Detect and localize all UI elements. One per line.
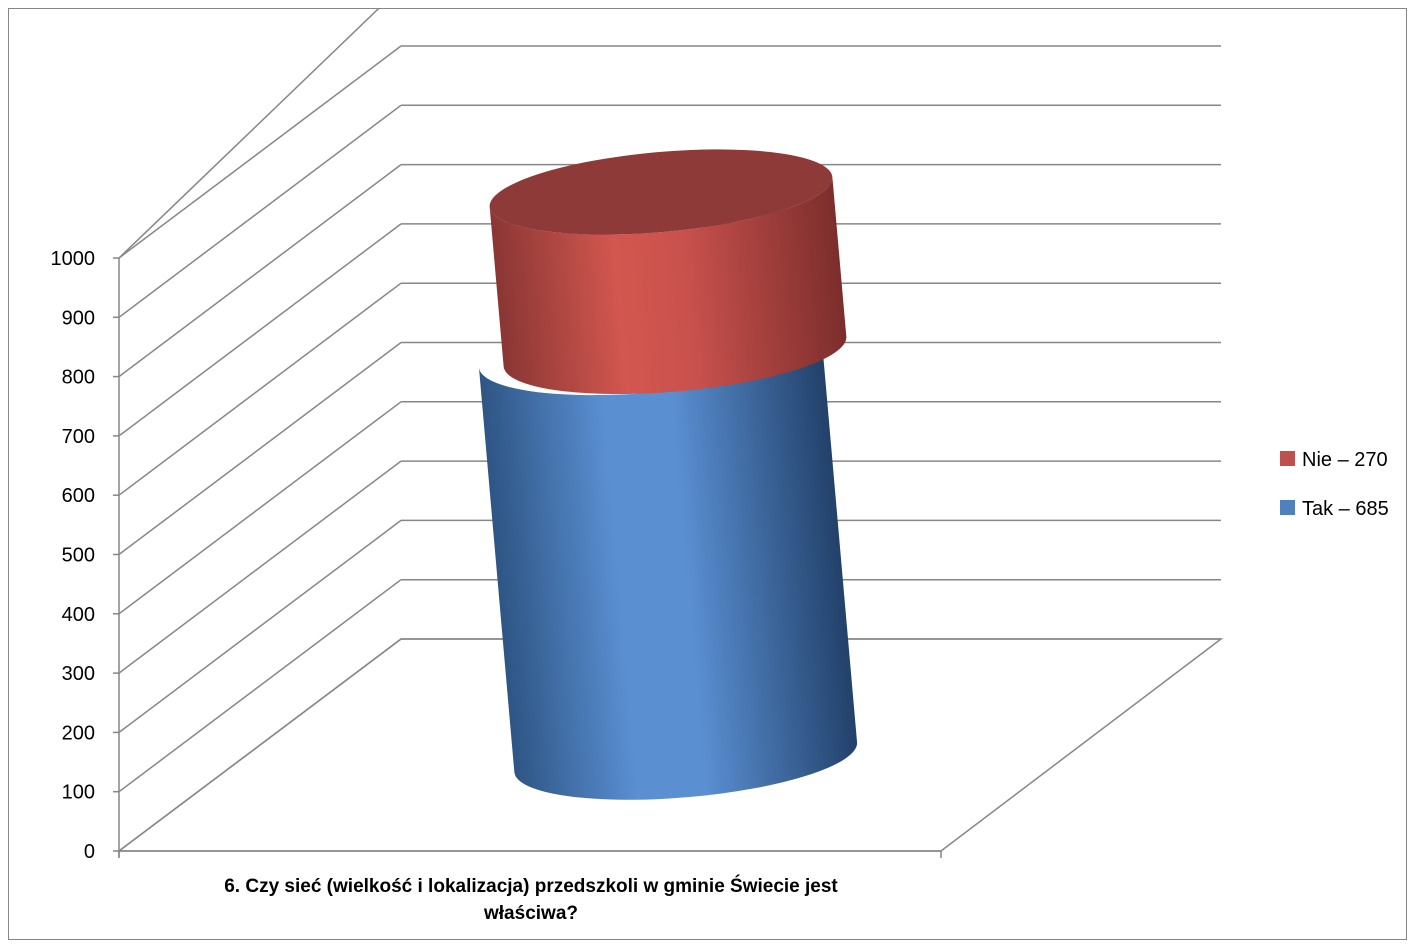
side-gridline [118, 9, 380, 259]
y-tick-label: 300 [62, 663, 95, 685]
y-tick-label: 600 [62, 485, 95, 507]
side-gridline [118, 223, 402, 437]
side-gridline [118, 164, 402, 378]
y-tick-label: 500 [62, 545, 95, 567]
chart-legend: Nie – 270 Tak – 685 [1280, 449, 1389, 520]
cylinder-body [478, 337, 858, 800]
chart-bars [478, 149, 858, 800]
chart-axis: 0 100 200 300 400 500 600 700 800 900 1000 6. Czy s… [51, 248, 942, 924]
side-gridline [118, 282, 402, 496]
y-tick-label: 100 [62, 782, 95, 804]
y-tick-label: 700 [62, 426, 95, 448]
y-tick-label: 800 [62, 367, 95, 389]
legend-label: Tak – 685 [1302, 498, 1389, 520]
side-gridline [118, 519, 402, 733]
chart-frame: 0 100 200 300 400 500 600 700 800 900 1000 6. Czy s… [8, 8, 1407, 940]
chart-svg: 0 100 200 300 400 500 600 700 800 900 1000 6. Czy s… [51, 9, 1389, 924]
y-tick-label: 1000 [51, 248, 96, 270]
legend-swatch [1280, 500, 1295, 515]
side-gridline [118, 460, 402, 674]
category-label: właściwa? [483, 903, 578, 924]
side-gridline [118, 401, 402, 615]
category-label: 6. Czy sieć (wielkość i lokalizacja) prz… [224, 875, 838, 897]
y-tick-label: 0 [84, 841, 95, 863]
legend-label: Nie – 270 [1302, 449, 1388, 471]
bar-segment-nie [489, 149, 847, 395]
cylinder-top [489, 149, 833, 235]
side-gridline [118, 341, 402, 556]
side-gridline [118, 104, 402, 318]
side-gridline [118, 45, 402, 259]
side-gridline [118, 579, 402, 793]
y-tick-label: 200 [62, 722, 95, 744]
side-gridline [118, 638, 402, 852]
legend-swatch [1280, 451, 1295, 466]
y-tick-label: 400 [62, 604, 95, 626]
y-tick-label: 900 [62, 307, 95, 329]
cylinder-body [489, 176, 847, 395]
bar-segment-tak [478, 337, 858, 800]
